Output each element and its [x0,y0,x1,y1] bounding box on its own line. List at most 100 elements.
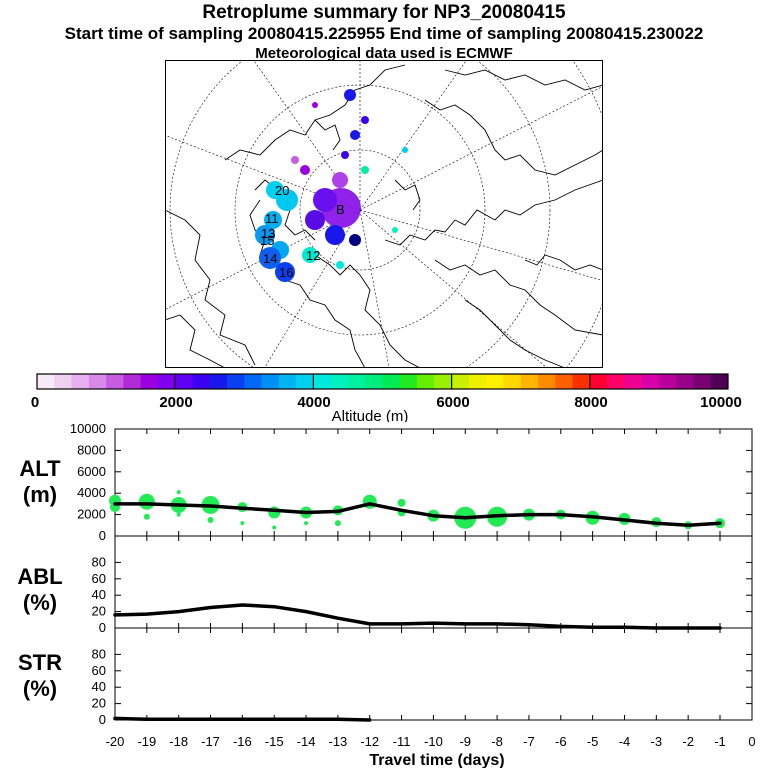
colorbar-cell [106,374,124,389]
colorbar-tick-4000: 4000 [297,394,330,411]
colorbar-tick-10000: 10000 [700,394,742,411]
y-tick-label: 2000 [77,507,106,522]
map-label-b: B [336,202,345,217]
colorbar-tick-0: 0 [31,394,39,411]
alt-label-line1: ALT [19,456,61,481]
x-tick-label: -8 [491,734,503,749]
x-tick-label: -14 [297,734,316,749]
x-tick-label: -19 [137,734,156,749]
colorbar-cell [209,374,228,389]
colorbar-cell [486,374,504,389]
colorbar-tick-labels: 0 2000 4000 6000 8000 10000 [31,394,742,411]
colorbar-cell [192,374,211,389]
colorbar-cell [503,374,521,389]
colorbar-cell [693,374,712,389]
altitude-point [138,493,155,510]
x-tick-label: -15 [265,734,284,749]
colorbar-cell [399,374,418,389]
altitude-point [397,498,406,507]
x-tick-label: -4 [619,734,631,749]
panel-alt: 0 2000 4000 6000 8000 10000 [70,421,753,543]
colorbar-cell [468,374,487,389]
chart-title: Retroplume summary for NP3_20080415 [202,2,566,23]
colorbar-tick-lines [174,374,591,389]
colorbar-cell [417,374,435,389]
y-tick-label: 0 [99,620,106,635]
colorbar-cell [624,374,642,389]
series-line-abl [113,603,722,630]
colorbar-cell [278,374,297,389]
x-tick-label: -12 [360,734,379,749]
abl-label-line2: (%) [22,590,58,615]
y-tick-label: 20 [92,696,106,711]
x-tick-label: -2 [682,734,694,749]
colorbar-cell [537,374,556,389]
y-tick-label: 20 [92,604,106,619]
x-tick-label: -1 [714,734,726,749]
colorbar-label: Altitude (m) [332,408,409,422]
colorbar-cell [710,374,729,389]
series-line-alt [113,502,722,528]
colorbar-frame [36,373,729,390]
colorbar-tick-2000: 2000 [159,394,192,411]
x-tick-labels: -20 -19 -18 -17 -16 -15 -14 -13 -12 -11 -10 -9 -8 -7-… [106,734,756,749]
colorbar-cell [589,374,608,389]
x-tick-label: -9 [459,734,471,749]
x-tick-label: -6 [555,734,567,749]
y-tick-label: 80 [92,646,106,661]
series-line-str [113,716,372,722]
colorbar-cell [123,374,141,389]
y-tick-label: 8000 [77,442,106,457]
colorbar-cell [71,374,90,389]
y-tick-label: 40 [92,587,106,602]
colorbar-cell [244,374,262,389]
colorbar-cell [140,374,159,389]
colorbar-cell [572,374,591,389]
map-label-13: 13 [261,226,275,241]
altitude-point [304,521,309,526]
str-label-line1: STR [18,650,62,675]
colorbar-cells [37,374,729,389]
x-tick-label: -20 [106,734,125,749]
colorbar-tick-6000: 6000 [436,394,469,411]
colorbar-cell [54,374,72,389]
polar-map-svg: B 11 12 13 14 15 16 20 [165,60,603,368]
altitude-point [268,506,281,519]
colorbar-cell [365,374,383,389]
colorbar-cell [658,374,677,389]
alt-panel-label: ALT (m) [0,456,80,508]
colorbar-cell [227,374,245,389]
panel-frame [114,627,753,721]
altitude-point [176,512,181,517]
str-panel-label: STR (%) [0,650,80,702]
x-tick-label: -13 [328,734,347,749]
altitude-point [240,521,245,526]
colorbar-tick-8000: 8000 [574,394,607,411]
y-tick-label: 60 [92,571,106,586]
map-label-16: 16 [279,265,293,280]
colorbar-cell [676,374,694,389]
altitude-point [143,513,150,520]
map-label-12: 12 [306,248,320,263]
x-tick-label: -17 [201,734,220,749]
colorbar-cell [261,374,280,389]
time-series-charts: 0 2000 4000 6000 8000 10000 0 20 40 60 80 0 20 40 60 80… [0,420,768,773]
abl-label-line1: ABL [17,564,63,589]
altitude-point [272,525,277,530]
map-labels: B 11 12 13 14 15 16 20 [260,183,345,280]
colorbar-cell [296,374,314,389]
y-tick-label: 0 [99,528,106,543]
map-label-14: 14 [263,251,277,266]
y-tick-label: 40 [92,679,106,694]
y-tick-label: 4000 [77,485,106,500]
plume-markers [255,89,408,282]
colorbar-cell [641,374,660,389]
altitude-point [334,520,341,527]
colorbar-cell [157,374,176,389]
colorbar-cell [313,374,331,389]
y-tick-label: 0 [99,712,106,727]
x-tick-label: -16 [233,734,252,749]
x-axis-title: Travel time (days) [369,752,504,768]
x-tick-label: 0 [748,734,755,749]
